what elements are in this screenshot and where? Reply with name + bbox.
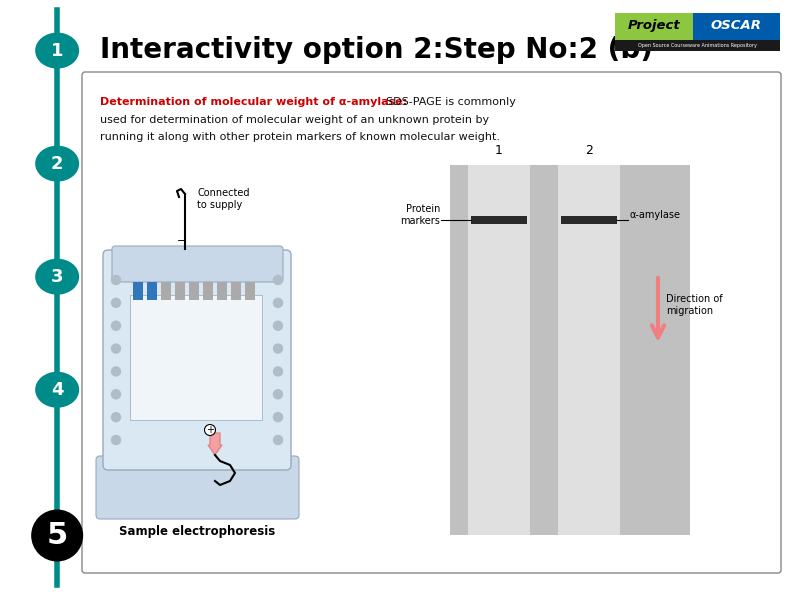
Ellipse shape bbox=[35, 372, 79, 408]
Ellipse shape bbox=[35, 146, 79, 181]
Text: Protein
markers: Protein markers bbox=[400, 204, 440, 226]
Text: Connected
to supply: Connected to supply bbox=[197, 188, 249, 210]
Bar bbox=[231, 282, 241, 300]
Circle shape bbox=[273, 298, 283, 308]
Text: 2: 2 bbox=[51, 155, 64, 173]
Text: Determination of molecular weight of α-amylase:: Determination of molecular weight of α-a… bbox=[100, 97, 411, 107]
Text: 3: 3 bbox=[51, 268, 64, 286]
Circle shape bbox=[111, 344, 121, 353]
Bar bbox=[189, 282, 199, 300]
Text: 4: 4 bbox=[51, 381, 64, 399]
Text: 5: 5 bbox=[47, 521, 67, 550]
Bar bbox=[450, 165, 690, 535]
Circle shape bbox=[273, 275, 283, 284]
Circle shape bbox=[273, 390, 283, 399]
Ellipse shape bbox=[31, 509, 83, 562]
Text: Open Source Courseware Animations Repository: Open Source Courseware Animations Reposi… bbox=[638, 43, 757, 48]
Circle shape bbox=[273, 413, 283, 422]
Text: Project: Project bbox=[627, 19, 680, 32]
Text: 1: 1 bbox=[495, 143, 503, 156]
FancyBboxPatch shape bbox=[96, 456, 299, 519]
Bar bbox=[147, 282, 157, 300]
Text: +: + bbox=[206, 425, 214, 435]
Bar bbox=[561, 216, 617, 224]
Bar bbox=[558, 165, 620, 535]
Text: 1: 1 bbox=[51, 42, 64, 60]
Bar bbox=[175, 282, 185, 300]
Circle shape bbox=[111, 275, 121, 284]
Text: α-amylase: α-amylase bbox=[629, 210, 680, 220]
FancyBboxPatch shape bbox=[82, 72, 781, 573]
Circle shape bbox=[111, 390, 121, 399]
Bar bbox=[203, 282, 213, 300]
Bar bbox=[161, 282, 171, 300]
Circle shape bbox=[111, 298, 121, 308]
Circle shape bbox=[111, 413, 121, 422]
Circle shape bbox=[111, 436, 121, 444]
Bar bbox=[245, 282, 255, 300]
Circle shape bbox=[111, 367, 121, 376]
Circle shape bbox=[273, 344, 283, 353]
Text: Sample electrophoresis: Sample electrophoresis bbox=[119, 525, 276, 538]
Bar bbox=[615, 40, 780, 51]
Bar bbox=[692, 12, 780, 40]
FancyArrow shape bbox=[208, 433, 222, 455]
Ellipse shape bbox=[35, 259, 79, 295]
Circle shape bbox=[273, 436, 283, 444]
Ellipse shape bbox=[35, 33, 79, 68]
Circle shape bbox=[205, 424, 215, 436]
Text: 2: 2 bbox=[585, 143, 593, 156]
Bar bbox=[615, 12, 692, 40]
Bar bbox=[217, 282, 227, 300]
FancyBboxPatch shape bbox=[112, 246, 283, 282]
Text: Direction of
migration: Direction of migration bbox=[666, 294, 723, 316]
Text: Interactivity option 2:Step No:2 (b): Interactivity option 2:Step No:2 (b) bbox=[100, 36, 653, 64]
Bar bbox=[133, 282, 143, 300]
Circle shape bbox=[273, 367, 283, 376]
Text: −: − bbox=[177, 236, 187, 246]
Circle shape bbox=[111, 321, 121, 330]
Text: used for determination of molecular weight of an unknown protein by: used for determination of molecular weig… bbox=[100, 115, 489, 125]
FancyBboxPatch shape bbox=[103, 250, 291, 470]
Bar bbox=[471, 216, 527, 224]
Text: SDS-PAGE is commonly: SDS-PAGE is commonly bbox=[386, 97, 516, 107]
Text: running it along with other protein markers of known molecular weight.: running it along with other protein mark… bbox=[100, 132, 500, 142]
Bar bbox=[130, 295, 262, 420]
Text: OSCAR: OSCAR bbox=[711, 19, 761, 32]
Bar bbox=[468, 165, 530, 535]
Circle shape bbox=[273, 321, 283, 330]
